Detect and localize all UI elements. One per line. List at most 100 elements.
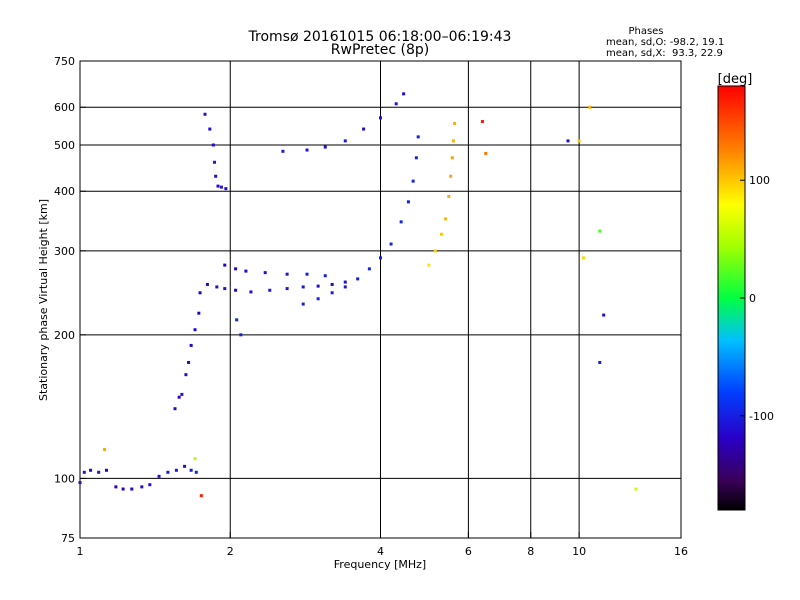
data-point	[427, 263, 431, 267]
colorbar-tick-label: 0	[749, 292, 756, 305]
x-tick-label: 8	[527, 545, 534, 558]
data-point	[219, 185, 223, 189]
y-tick-label: 600	[54, 101, 75, 114]
data-point	[634, 487, 638, 491]
data-point	[214, 174, 218, 178]
x-tick-label: 6	[465, 545, 472, 558]
data-point	[189, 343, 193, 347]
data-point	[451, 139, 455, 143]
y-axis-label: Stationary phase Virtual Height [km]	[37, 199, 50, 401]
y-tick-label: 750	[54, 55, 75, 68]
data-point	[198, 291, 202, 295]
data-point	[577, 139, 581, 143]
data-point	[121, 487, 125, 491]
data-point	[581, 256, 585, 260]
colorbar-tick-label: 100	[749, 174, 770, 187]
x-axis-ticks: 1 2 4 6 8 10 16	[77, 532, 688, 558]
data-point	[180, 392, 184, 396]
data-point	[205, 282, 209, 286]
stats-box-title: Phases	[628, 26, 663, 37]
data-point	[379, 116, 382, 120]
data-points	[78, 92, 638, 498]
data-point	[114, 485, 118, 489]
data-point	[203, 112, 207, 116]
data-point	[416, 135, 420, 139]
data-point	[215, 285, 219, 289]
data-point	[97, 470, 101, 474]
data-point	[166, 470, 170, 474]
data-point	[194, 470, 198, 474]
y-tick-label: 400	[54, 185, 75, 198]
data-point	[450, 156, 454, 160]
colorbar-ticks: 100 0 -100	[740, 174, 774, 423]
data-point	[82, 470, 86, 474]
data-point	[193, 457, 197, 461]
data-point	[189, 468, 193, 472]
data-point	[281, 149, 285, 153]
data-point	[193, 328, 197, 332]
data-point	[598, 360, 602, 364]
data-point	[285, 287, 289, 291]
y-axis-ticks: 75 100 200 300 400 500 600 750	[54, 55, 86, 545]
plot-area	[78, 60, 682, 539]
data-point	[244, 269, 248, 273]
data-point	[208, 127, 212, 131]
data-point	[480, 120, 484, 124]
data-point	[130, 487, 134, 491]
data-point	[305, 148, 309, 152]
x-tick-label: 10	[572, 545, 586, 558]
data-point	[285, 272, 289, 276]
y-tick-label: 300	[54, 245, 75, 258]
data-point	[362, 127, 366, 131]
data-point	[78, 481, 82, 485]
data-point	[323, 145, 327, 149]
data-point	[411, 179, 415, 183]
x-tick-label: 16	[674, 545, 688, 558]
data-point	[235, 318, 239, 322]
data-point	[234, 288, 238, 292]
stats-box-line-o: mean, sd,O: -98.2, 19.1	[606, 37, 724, 48]
chart-subtitle: RwPretec (8p)	[331, 42, 429, 58]
data-point	[316, 297, 320, 301]
data-point	[389, 242, 393, 246]
data-point	[224, 187, 228, 191]
data-point	[268, 288, 272, 292]
x-tick-label: 4	[377, 545, 384, 558]
data-point	[343, 280, 347, 284]
data-point	[323, 274, 327, 278]
data-point	[602, 313, 606, 317]
data-point	[453, 121, 457, 125]
data-point	[356, 277, 360, 281]
data-point	[104, 468, 108, 472]
data-point	[177, 395, 181, 399]
data-point	[301, 285, 305, 289]
chart-title: Tromsø 20161015 06:18:00–06:19:43	[248, 29, 512, 45]
data-point	[234, 267, 238, 271]
data-point	[402, 92, 406, 96]
data-point	[183, 464, 187, 468]
data-point	[440, 232, 444, 236]
data-point	[89, 468, 93, 472]
x-tick-label: 1	[77, 545, 84, 558]
data-point	[213, 160, 217, 164]
data-point	[148, 483, 152, 487]
data-point	[173, 407, 177, 411]
data-point	[447, 194, 451, 198]
data-point	[249, 290, 253, 294]
stats-box-line-x: mean, sd,X: 93.3, 22.9	[606, 48, 723, 59]
data-point	[174, 468, 178, 472]
data-point	[433, 249, 437, 253]
data-point	[330, 282, 334, 286]
colorbar: [deg] 100 0 -100	[717, 72, 774, 511]
data-point	[316, 284, 320, 288]
data-point	[184, 373, 188, 377]
colorbar-label: [deg]	[718, 72, 753, 87]
data-point	[140, 485, 144, 489]
data-point	[566, 139, 570, 143]
y-tick-label: 200	[54, 329, 75, 342]
data-point	[223, 287, 227, 291]
data-point	[598, 229, 602, 233]
data-point	[367, 267, 371, 271]
data-point	[263, 271, 267, 275]
